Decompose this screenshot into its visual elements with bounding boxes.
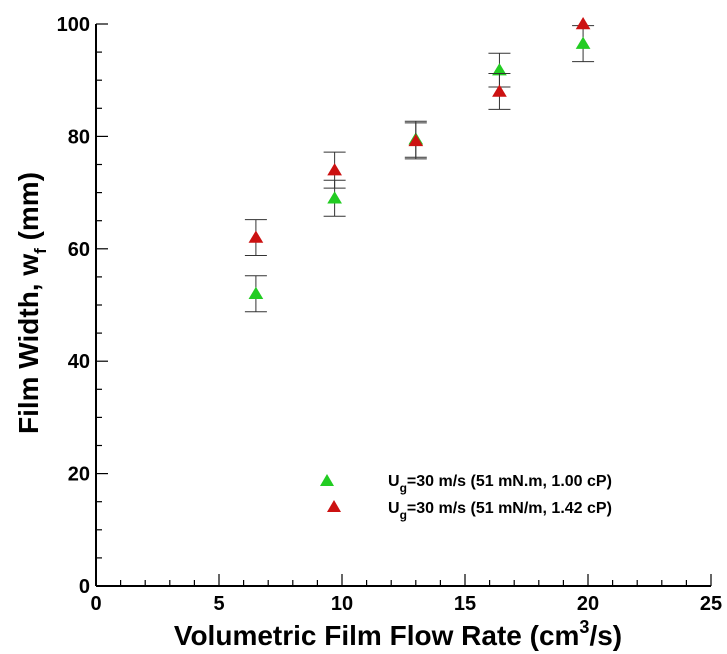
legend-marker-green-triangle [320, 474, 334, 486]
y-axis-title-end: (mm) [13, 172, 44, 248]
x-axis-title-end: /s) [589, 620, 622, 651]
x-tick-label: 20 [577, 593, 599, 615]
x-tick-label: 15 [454, 593, 476, 615]
y-axis-title-main: Film Width, w [13, 254, 44, 434]
x-axis-title-main: Volumetric Film Flow Rate (cm [174, 620, 580, 651]
legend-label-2-main: U [388, 500, 400, 517]
x-tick-label: 25 [700, 593, 722, 615]
legend-label-1-end: =30 m/s (51 mN.m, 1.00 cP) [407, 473, 612, 490]
legend-label-2: Ug=30 m/s (51 mN/m, 1.42 cP) [388, 500, 612, 522]
series-2-point-1 [249, 231, 264, 243]
legend-label-1-main: U [388, 473, 400, 490]
y-tick-label: 0 [79, 576, 90, 598]
y-tick-label: 60 [68, 239, 90, 261]
y-tick-label: 80 [68, 126, 90, 148]
x-axis-title-superscript: 3 [579, 617, 589, 637]
legend-label-2-subscript: g [400, 508, 407, 522]
series-2-point-5 [576, 17, 591, 29]
series-2-point-2 [327, 163, 342, 175]
series-1-point-5 [576, 37, 591, 49]
legend-marker-red-triangle [327, 500, 341, 512]
x-tick-label: 10 [331, 593, 353, 615]
legend: Ug=30 m/s (51 mN.m, 1.00 cP) Ug=30 m/s (… [320, 473, 612, 522]
series-2-point-3 [408, 134, 423, 146]
legend-entry-2: Ug=30 m/s (51 mN/m, 1.42 cP) [327, 500, 612, 522]
legend-label-1: Ug=30 m/s (51 mN.m, 1.00 cP) [388, 473, 612, 495]
x-tick-label: 5 [213, 593, 224, 615]
legend-entry-1: Ug=30 m/s (51 mN.m, 1.00 cP) [320, 473, 612, 495]
x-tick-label: 0 [90, 593, 101, 615]
series-1-point-2 [327, 191, 342, 203]
x-axis-title: Volumetric Film Flow Rate (cm3/s) [174, 617, 622, 651]
y-tick-label: 40 [68, 351, 90, 373]
y-tick-label: 100 [57, 14, 90, 36]
legend-label-2-end: =30 m/s (51 mN/m, 1.42 cP) [407, 500, 612, 517]
y-axis-title: Film Width, wf (mm) [13, 172, 50, 434]
y-tick-label: 20 [68, 464, 90, 486]
legend-label-1-subscript: g [400, 481, 407, 495]
series-1-point-1 [249, 287, 264, 299]
series-2-point-4 [492, 84, 507, 96]
plot-area: 0 5 10 15 20 25 0 20 40 60 80 100 [57, 14, 723, 615]
